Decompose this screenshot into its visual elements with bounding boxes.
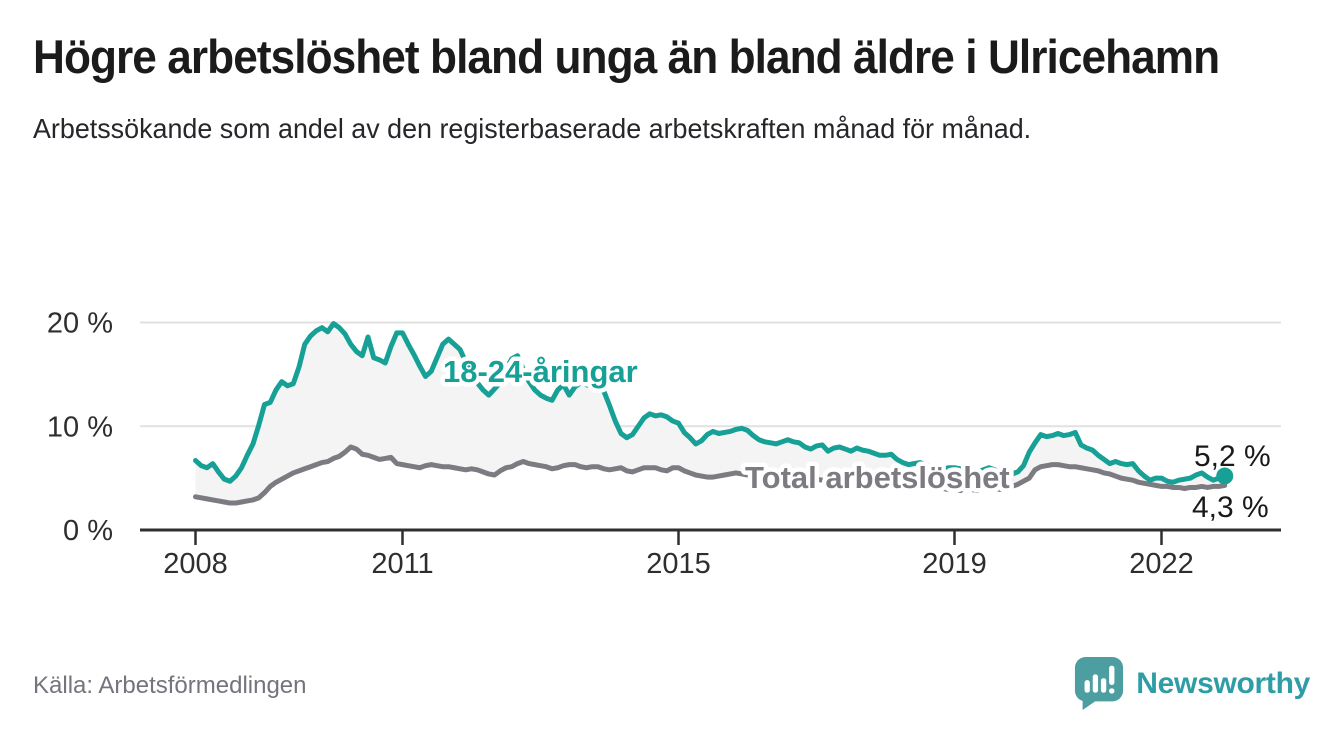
x-tick-label: 2022: [1129, 548, 1194, 580]
area-between-series: [195, 323, 1225, 504]
y-tick-label: 20 %: [47, 308, 113, 340]
y-tick-label: 10 %: [47, 411, 113, 443]
y-tick-label: 0 %: [63, 515, 113, 547]
x-tick-label: 2011: [371, 548, 433, 580]
source-note: Källa: Arbetsförmedlingen: [33, 672, 307, 699]
chart-subtitle: Arbetssökande som andel av den registerb…: [33, 113, 1032, 144]
x-tick-label: 2019: [922, 548, 987, 580]
newsworthy-logo: Newsworthy: [1073, 654, 1310, 714]
x-tick-label: 2008: [163, 548, 228, 580]
chart-header: Högre arbetslöshet bland unga än bland ä…: [33, 28, 1295, 149]
series-end-dot: [1216, 467, 1234, 485]
line-total-arbetsloshet: [193, 444, 1228, 506]
series-label: 18-24-åringar: [443, 354, 638, 389]
page-title: Högre arbetslöshet bland unga än bland ä…: [33, 30, 1220, 83]
line-18-24-aringar: [193, 321, 1228, 485]
end-value-label: 4,3 %: [1192, 491, 1269, 524]
newsworthy-bubble-icon: [1075, 657, 1124, 710]
series-label: Total arbetslöshet: [745, 460, 1010, 495]
x-tick-label: 2015: [646, 548, 711, 580]
end-value-label: 5,2 %: [1194, 440, 1271, 473]
brand-name: Newsworthy: [1136, 667, 1310, 700]
